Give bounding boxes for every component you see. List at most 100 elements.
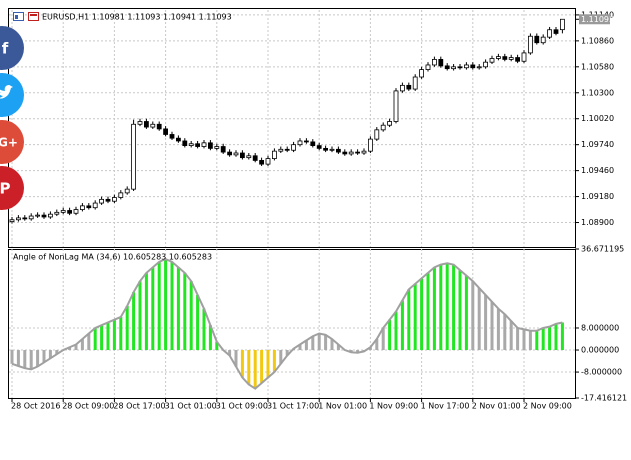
candle-body xyxy=(67,210,72,214)
histogram-bar xyxy=(272,350,276,373)
histogram-bar xyxy=(266,350,270,378)
candle-body xyxy=(399,84,405,92)
twitter-button[interactable] xyxy=(0,73,24,117)
candle-body xyxy=(387,121,393,126)
histogram-bar xyxy=(132,292,136,351)
histogram-bar xyxy=(317,333,321,351)
histogram-bar xyxy=(253,350,257,389)
histogram-bar xyxy=(560,322,564,351)
histogram-bar xyxy=(471,281,475,351)
candle-body xyxy=(412,76,418,90)
candle-body xyxy=(214,146,220,149)
symbol-icon xyxy=(13,12,39,21)
candle-body xyxy=(502,56,508,60)
histogram-bar xyxy=(157,261,161,351)
histogram-bar xyxy=(183,272,187,351)
candle-body xyxy=(131,123,137,190)
candle-body xyxy=(323,147,329,151)
candle-body xyxy=(342,151,348,155)
histogram-bar xyxy=(496,308,500,351)
candle-body xyxy=(278,148,284,152)
last-price-tag xyxy=(579,14,610,25)
x-tick-label: 1 Nov 09:00 xyxy=(369,402,418,411)
share-bar: f G+ P xyxy=(0,26,24,210)
histogram-bar xyxy=(285,350,289,356)
candle-body xyxy=(495,56,501,59)
histogram-bar xyxy=(202,308,206,351)
candle-body xyxy=(259,160,265,165)
candle-body xyxy=(124,188,130,194)
candle-body xyxy=(35,214,40,217)
candle-body xyxy=(508,57,514,60)
candle-body xyxy=(528,35,533,54)
histogram-bar xyxy=(48,350,52,359)
histogram-bar xyxy=(503,314,507,351)
histogram-bar xyxy=(138,281,142,351)
y-tick-label: 1.09740 xyxy=(581,140,614,149)
candle-body xyxy=(86,205,92,209)
candle-body xyxy=(297,140,303,146)
histogram-bar xyxy=(215,341,219,351)
candle-body xyxy=(348,151,354,155)
candle-body xyxy=(28,215,34,220)
histogram-bar xyxy=(144,272,148,351)
histogram-bar xyxy=(311,336,315,351)
candle-body xyxy=(489,58,495,63)
y-tick-label: 1.08900 xyxy=(581,218,614,227)
candle-body xyxy=(367,138,373,152)
histogram-bar xyxy=(170,261,174,351)
y-tick-label: 36.671195 xyxy=(581,245,624,254)
candle-body xyxy=(99,198,104,204)
histogram-bar xyxy=(112,319,116,351)
google-plus-label: G+ xyxy=(0,136,18,150)
histogram-bar xyxy=(234,350,238,367)
candle-body xyxy=(163,128,169,135)
candle-body xyxy=(9,219,15,223)
y-tick-label: -17.416121 xyxy=(581,394,627,403)
y-tick-label: 0.000000 xyxy=(581,346,619,355)
pinterest-button[interactable] xyxy=(0,166,24,210)
candle-body xyxy=(112,197,117,202)
histogram-bar xyxy=(228,350,232,356)
candle-body xyxy=(380,124,386,131)
histogram-bar xyxy=(208,325,212,351)
candle-body xyxy=(73,209,79,214)
histogram-bar xyxy=(400,300,404,351)
candle-body xyxy=(406,84,412,90)
histogram-bar xyxy=(189,281,193,351)
google-plus-button[interactable] xyxy=(0,120,24,164)
indicator-line xyxy=(11,258,563,390)
histogram-bar xyxy=(528,330,532,351)
histogram-bar xyxy=(29,350,33,370)
histogram-bar xyxy=(10,350,14,364)
y-tick-label: 8.000000 xyxy=(581,323,619,332)
candle-body xyxy=(169,134,175,139)
histogram-bar xyxy=(240,350,244,378)
x-tick-label: 2 Nov 01:00 xyxy=(472,402,521,411)
histogram-bar xyxy=(68,347,72,351)
facebook-button[interactable] xyxy=(0,26,24,70)
x-tick-label: 31 Oct 09:00 xyxy=(216,402,268,411)
histogram-bar xyxy=(548,326,552,351)
candle-body xyxy=(137,121,143,125)
histogram-bar xyxy=(381,327,385,351)
candle-body xyxy=(92,202,98,209)
icon-frame xyxy=(13,12,24,21)
histogram-bar xyxy=(375,339,379,351)
histogram-bar xyxy=(330,339,334,351)
candle-body xyxy=(175,137,181,142)
x-tick-label: 28 Oct 17:00 xyxy=(113,402,165,411)
histogram-bar xyxy=(324,334,328,351)
indicator-title: Angle of NonLag MA (34,6) 10.605283 10.6… xyxy=(13,253,212,262)
candle-body xyxy=(470,64,476,69)
histogram-bar xyxy=(55,350,59,355)
histogram-bar xyxy=(413,283,417,351)
histogram-bar xyxy=(522,329,526,351)
histogram-bar xyxy=(74,344,78,351)
candle-body xyxy=(457,66,463,69)
histogram-bar xyxy=(119,316,123,351)
candle-body xyxy=(239,152,245,159)
candle-body xyxy=(438,59,444,67)
candle-body xyxy=(182,140,188,147)
